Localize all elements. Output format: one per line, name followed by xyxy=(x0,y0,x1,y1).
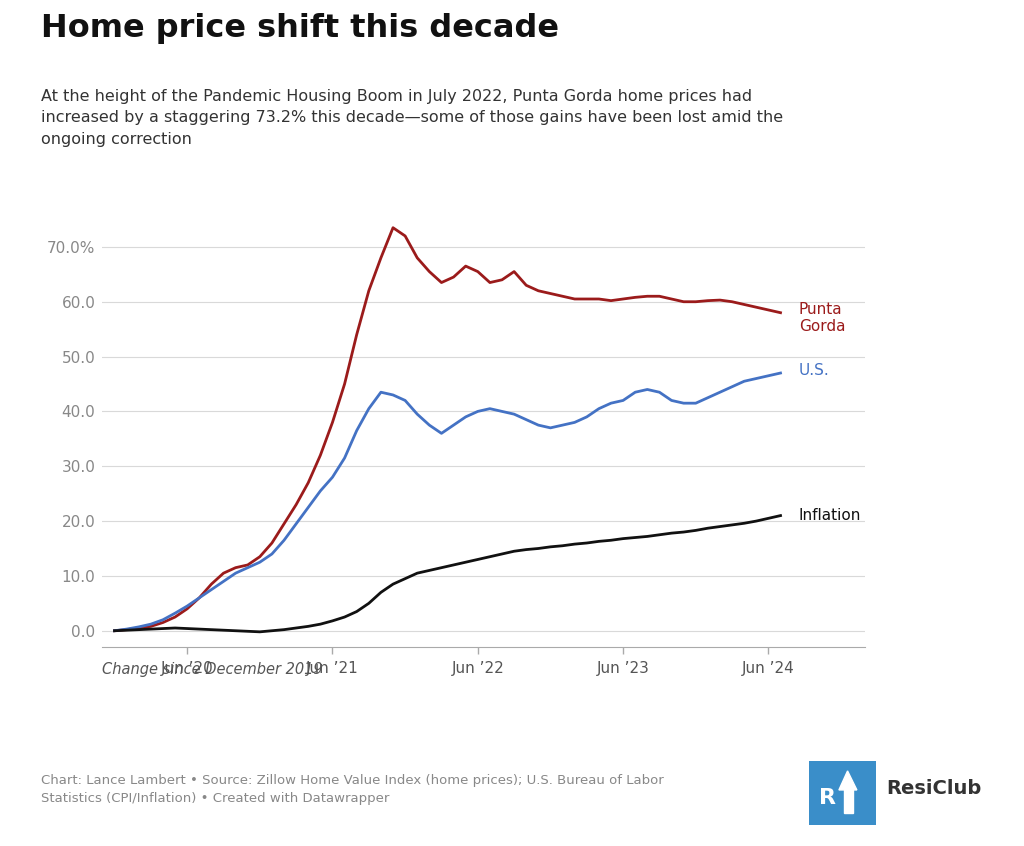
Polygon shape xyxy=(839,771,857,790)
Text: Punta
Gorda: Punta Gorda xyxy=(799,302,845,334)
Text: ResiClub: ResiClub xyxy=(886,779,981,798)
Text: Chart: Lance Lambert • Source: Zillow Home Value Index (home prices); U.S. Burea: Chart: Lance Lambert • Source: Zillow Ho… xyxy=(41,774,664,805)
Text: Change since December 2019: Change since December 2019 xyxy=(102,662,323,677)
Bar xyxy=(844,789,853,814)
Text: R: R xyxy=(819,788,836,808)
Text: Inflation: Inflation xyxy=(799,508,861,523)
Text: Home price shift this decade: Home price shift this decade xyxy=(41,13,559,44)
Text: At the height of the Pandemic Housing Boom in July 2022, Punta Gorda home prices: At the height of the Pandemic Housing Bo… xyxy=(41,89,783,147)
Text: U.S.: U.S. xyxy=(799,363,829,378)
